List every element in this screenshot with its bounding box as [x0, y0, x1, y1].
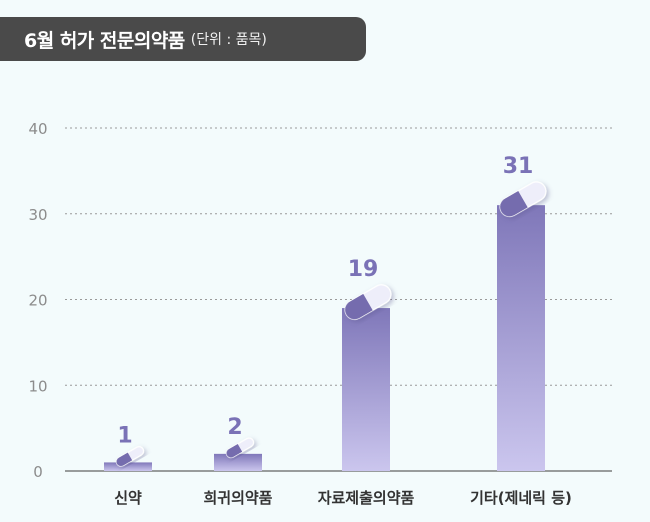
chart-title-banner: 6월 허가 전문의약품 (단위 : 품목): [0, 17, 366, 61]
capsule-half: [226, 443, 243, 458]
labels-layer: 1 신약 2 희귀의약품 19 자료제출의약품 31 기타(제네릭 등): [114, 154, 572, 507]
capsule-half: [500, 190, 528, 217]
capsule-icon: [115, 446, 145, 467]
bar: [497, 205, 545, 472]
capsule-half: [345, 293, 373, 320]
x-tick-label: 신약: [114, 489, 142, 507]
bar: [214, 453, 262, 471]
bars-layer: [104, 181, 547, 472]
x-tick-label: 기타(제네릭 등): [470, 489, 572, 507]
chart-title: 6월 허가 전문의약품: [24, 29, 185, 52]
bar: [104, 462, 152, 471]
data-label: 31: [503, 154, 534, 179]
y-tick-label: 30: [28, 206, 47, 224]
x-tick-label: 자료제출의약품: [318, 489, 415, 507]
y-tick-label: 0: [33, 463, 43, 481]
capsule-icon: [225, 437, 255, 459]
capsule-half: [116, 452, 133, 467]
y-tick-label: 40: [28, 120, 47, 138]
y-tick-label: 10: [28, 377, 47, 395]
data-label: 1: [117, 423, 132, 448]
bar: [342, 308, 390, 471]
x-tick-label: 희귀의약품: [203, 489, 272, 507]
y-tick-label: 20: [28, 292, 47, 310]
data-label: 2: [227, 415, 242, 440]
chart-unit-note: (단위 : 품목): [190, 32, 267, 48]
data-label: 19: [348, 257, 379, 282]
